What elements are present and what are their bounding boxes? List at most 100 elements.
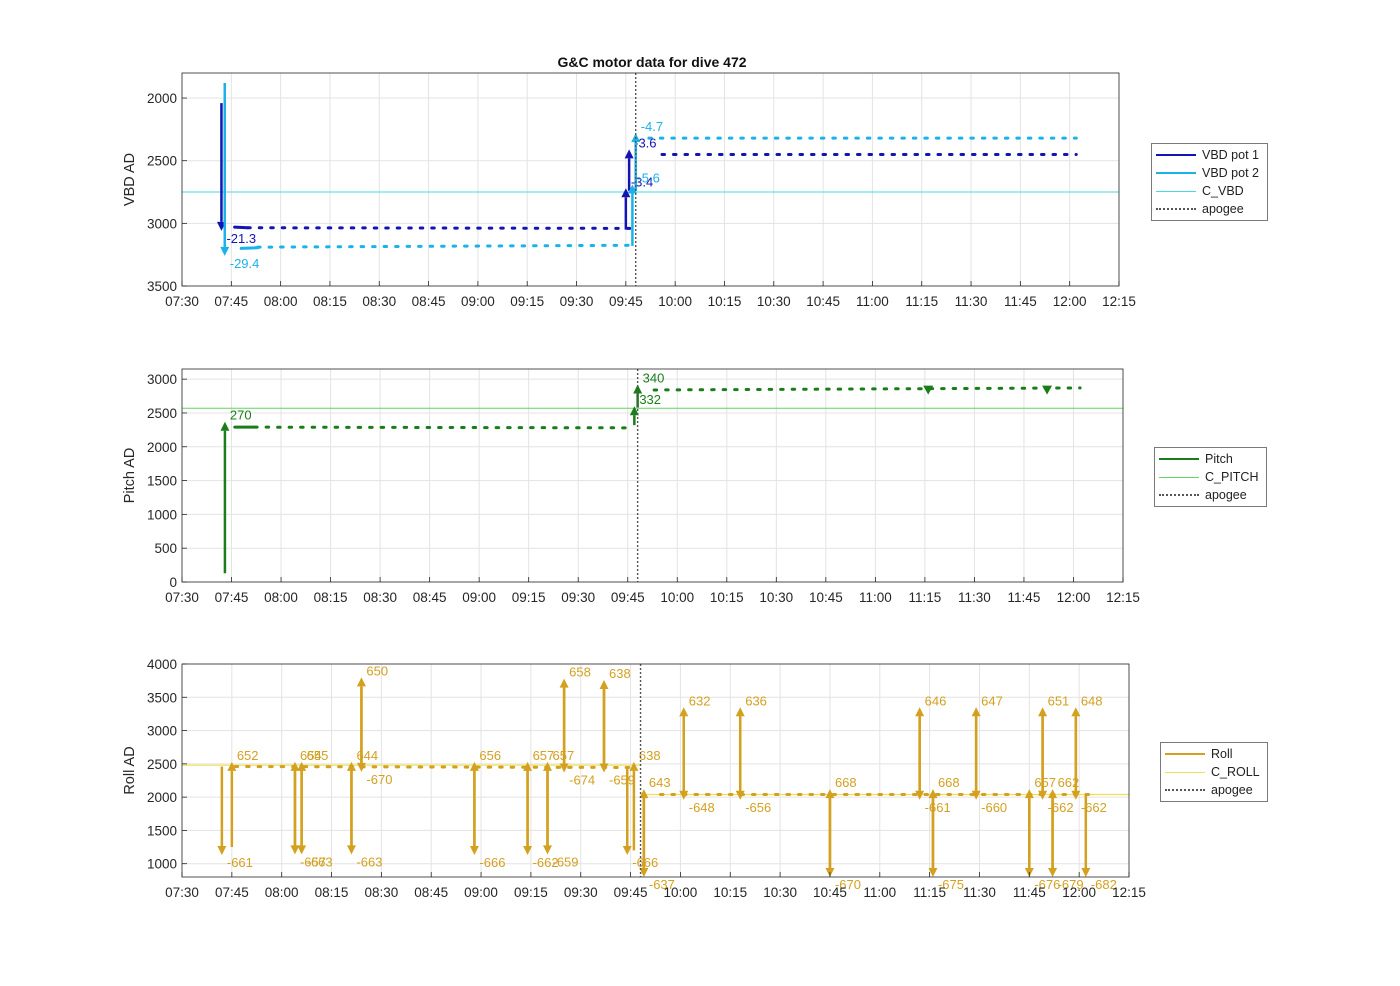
arrow-label: -656 bbox=[745, 800, 771, 815]
arrow-head bbox=[679, 790, 689, 800]
arrow-head bbox=[1081, 868, 1091, 877]
legend-swatch bbox=[1156, 190, 1196, 192]
arrow-head bbox=[915, 790, 925, 800]
x-tick-label: 10:15 bbox=[710, 590, 744, 605]
arrow-label: 632 bbox=[689, 693, 711, 708]
arrow-label: 668 bbox=[938, 775, 960, 790]
x-tick-label: 11:15 bbox=[905, 294, 938, 309]
legend-entry: apogee bbox=[1156, 200, 1263, 218]
figure-title: G&C motor data for dive 472 bbox=[557, 54, 746, 70]
legend-entry: C_PITCH bbox=[1159, 468, 1262, 486]
arrow-head bbox=[627, 184, 637, 194]
y-tick-label: 3500 bbox=[147, 279, 177, 294]
x-tick-label: 07:30 bbox=[165, 294, 199, 309]
x-tick-label: 10:30 bbox=[757, 294, 791, 309]
legend-entry: apogee bbox=[1159, 486, 1262, 504]
legend-swatch bbox=[1159, 476, 1199, 478]
x-tick-label: 12:15 bbox=[1106, 590, 1140, 605]
arrow-head bbox=[621, 188, 631, 198]
x-tick-label: 11:00 bbox=[856, 294, 889, 309]
x-tick-label: 09:30 bbox=[564, 885, 598, 900]
arrow-head bbox=[290, 845, 300, 855]
plot-frame bbox=[181, 663, 1130, 878]
arrow-label: -659 bbox=[609, 772, 635, 787]
plot-frame bbox=[181, 72, 1120, 287]
arrow-head bbox=[297, 845, 307, 855]
x-tick-label: 11:45 bbox=[1004, 294, 1037, 309]
y-tick-label: 2000 bbox=[147, 790, 177, 805]
arrow-label: 646 bbox=[925, 693, 947, 708]
x-tick-label: 10:45 bbox=[809, 590, 843, 605]
arrow-label: 636 bbox=[745, 693, 767, 708]
arrow-label: 652 bbox=[237, 748, 259, 763]
legend-label: Pitch bbox=[1205, 452, 1233, 466]
arrow-head bbox=[971, 707, 981, 717]
arrow-head bbox=[543, 761, 553, 771]
y-tick-label: 2500 bbox=[147, 757, 177, 772]
arrow-head bbox=[346, 761, 356, 771]
legend-entry: Pitch bbox=[1159, 450, 1262, 468]
legend-swatch bbox=[1165, 771, 1205, 773]
arrow-head bbox=[1038, 790, 1048, 800]
arrow-head bbox=[220, 421, 230, 431]
x-tick-label: 10:00 bbox=[658, 294, 692, 309]
x-tick-label: 11:15 bbox=[909, 590, 942, 605]
series-line bbox=[253, 425, 630, 430]
arrow-label: -666 bbox=[479, 855, 505, 870]
arrow-label: 654 bbox=[300, 748, 322, 763]
x-tick-label: 09:15 bbox=[510, 294, 544, 309]
legend-label: C_ROLL bbox=[1211, 765, 1260, 779]
arrow-head bbox=[639, 789, 649, 799]
x-tick-label: 11:00 bbox=[863, 885, 896, 900]
arrow-label: -675 bbox=[938, 877, 964, 892]
arrow-label: 643 bbox=[649, 775, 671, 790]
legend-entry: C_ROLL bbox=[1165, 763, 1263, 781]
x-tick-label: 10:45 bbox=[806, 294, 840, 309]
arrow-label: -661 bbox=[925, 800, 951, 815]
arrow-head bbox=[928, 789, 938, 799]
series-line bbox=[256, 243, 634, 249]
x-tick-label: 09:00 bbox=[462, 590, 496, 605]
arrow-head bbox=[1038, 707, 1048, 717]
arrow-head bbox=[825, 789, 835, 799]
arrow-label: -4.7 bbox=[641, 119, 663, 134]
legend-label: Roll bbox=[1211, 747, 1233, 761]
x-tick-label: 10:15 bbox=[708, 294, 742, 309]
arrow-head bbox=[290, 761, 300, 771]
x-tick-label: 08:15 bbox=[313, 294, 347, 309]
x-tick-label: 10:45 bbox=[813, 885, 847, 900]
arrow-label: 656 bbox=[479, 748, 501, 763]
arrow-label: 657 bbox=[533, 748, 555, 763]
x-tick-label: 10:00 bbox=[664, 885, 698, 900]
arrow-label: 658 bbox=[569, 665, 591, 680]
x-tick-label: 12:15 bbox=[1112, 885, 1146, 900]
y-tick-label: 1000 bbox=[147, 857, 177, 872]
arrow-label: -666 bbox=[632, 855, 658, 870]
roll-legend: Roll C_ROLL apogee bbox=[1160, 742, 1268, 802]
series-line bbox=[652, 386, 1082, 392]
legend-swatch bbox=[1156, 208, 1196, 210]
arrow-head bbox=[679, 707, 689, 717]
y-tick-label: 2000 bbox=[147, 440, 177, 455]
arrow-head bbox=[1024, 789, 1034, 799]
arrow-label: -648 bbox=[689, 800, 715, 815]
x-tick-label: 08:30 bbox=[362, 294, 396, 309]
x-tick-label: 08:00 bbox=[265, 885, 299, 900]
x-tick-label: 09:00 bbox=[461, 294, 495, 309]
arrow-head bbox=[523, 846, 533, 856]
arrow-label: -663 bbox=[307, 854, 333, 869]
legend-label: VBD pot 1 bbox=[1202, 148, 1259, 162]
arrow-label: -29.4 bbox=[230, 256, 260, 271]
arrow-head bbox=[639, 868, 649, 877]
x-tick-label: 11:30 bbox=[963, 885, 996, 900]
arrow-head bbox=[227, 761, 237, 771]
legend-entry: C_VBD bbox=[1156, 182, 1263, 200]
arrow-label: -682 bbox=[1091, 877, 1117, 892]
x-tick-label: 08:45 bbox=[413, 590, 447, 605]
arrow-head bbox=[356, 677, 366, 687]
x-tick-label: 08:45 bbox=[412, 294, 446, 309]
arrow-label: -679 bbox=[1058, 877, 1084, 892]
legend-entry: VBD pot 1 bbox=[1156, 146, 1263, 164]
arrow-label: -663 bbox=[356, 854, 382, 869]
